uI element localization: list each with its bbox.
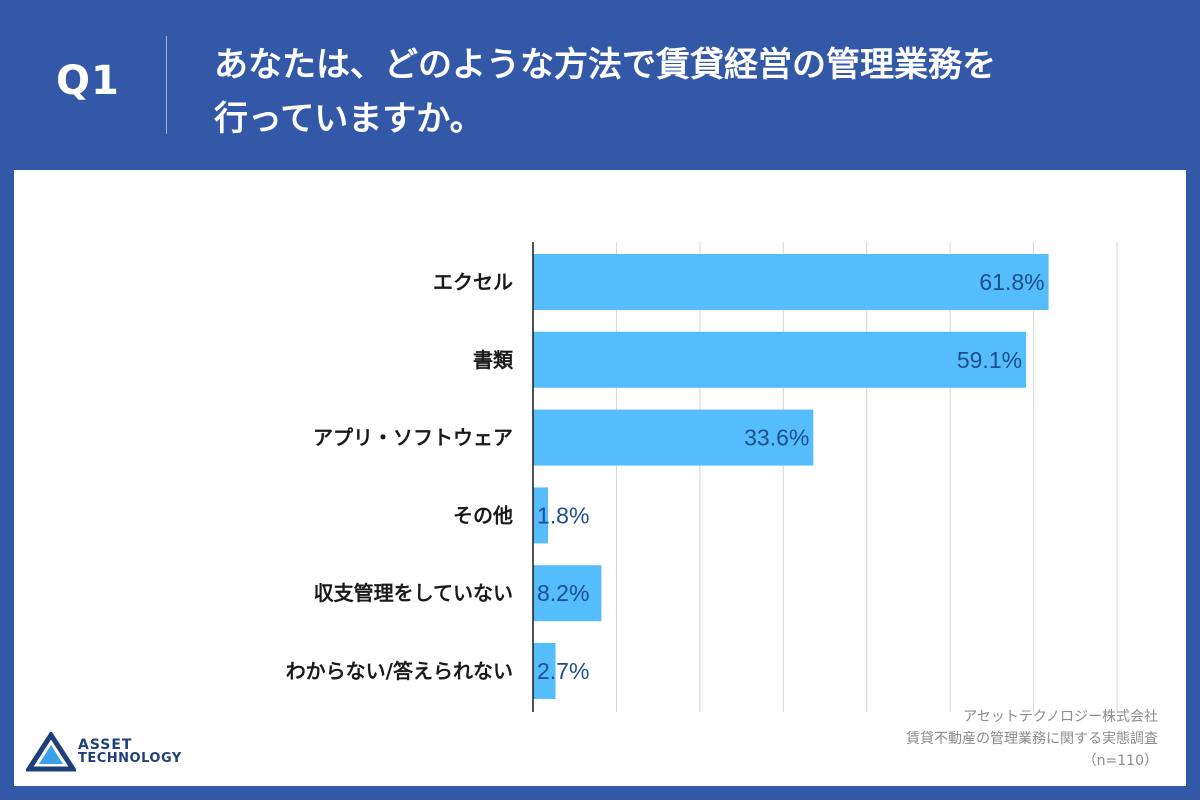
value-label: 61.8% [979, 269, 1044, 295]
question-line-2: 行っていますか。 [214, 99, 484, 139]
value-label: 2.7% [537, 658, 589, 684]
category-label: 収支管理をしていない [314, 581, 513, 605]
bar [533, 643, 556, 699]
question-number: Q1 [56, 58, 120, 104]
logo-line-2: TECHNOLOGY [78, 751, 182, 766]
logo-line-1: ASSET [78, 737, 133, 753]
logo-text: ASSET TECHNOLOGY [78, 738, 182, 766]
company-logo: ASSET TECHNOLOGY [26, 732, 216, 772]
source-survey: 賃貸不動産の管理業務に関する実態調査 [906, 731, 1158, 747]
question-text: あなたは、どのような方法で賃貸経営の管理業務を 行っていますか。 [214, 38, 996, 146]
chart-panel: エクセル書類アプリ・ソフトウェアその他収支管理をしていないわからない/答えられな… [14, 170, 1186, 786]
source-company: アセットテクノロジー株式会社 [963, 709, 1158, 725]
bar-chart: エクセル書類アプリ・ソフトウェアその他収支管理をしていないわからない/答えられな… [286, 242, 1118, 712]
header: Q1 あなたは、どのような方法で賃貸経営の管理業務を 行っていますか。 [0, 0, 1200, 170]
category-labels: エクセル書類アプリ・ソフトウェアその他収支管理をしていないわからない/答えられな… [286, 270, 514, 683]
value-label: 8.2% [537, 580, 589, 606]
logo-triangle-icon [26, 732, 76, 772]
grid-lines [615, 242, 1118, 712]
question-line-1: あなたは、どのような方法で賃貸経営の管理業務を [214, 45, 996, 85]
value-label: 1.8% [537, 502, 589, 528]
source-sample: （n=110） [1082, 753, 1158, 769]
category-label: その他 [453, 503, 513, 527]
category-label: エクセル [433, 270, 513, 294]
bar [533, 487, 549, 544]
bar [533, 409, 814, 466]
bar [533, 565, 602, 622]
category-label: 書類 [473, 348, 514, 372]
bars [533, 254, 1049, 699]
bar [533, 331, 1027, 388]
header-divider [166, 36, 167, 134]
source-note: アセットテクノロジー株式会社 賃貸不動産の管理業務に関する実態調査 （n=110… [906, 706, 1158, 772]
category-label: わからない/答えられない [286, 659, 513, 683]
category-label: アプリ・ソフトウェア [313, 426, 513, 450]
bar [533, 254, 1049, 310]
value-labels: 61.8% 59.1% 33.6% 1.8% 8.2% 2.7% [537, 269, 1045, 684]
value-label: 59.1% [957, 347, 1022, 373]
value-label: 33.6% [744, 425, 809, 451]
